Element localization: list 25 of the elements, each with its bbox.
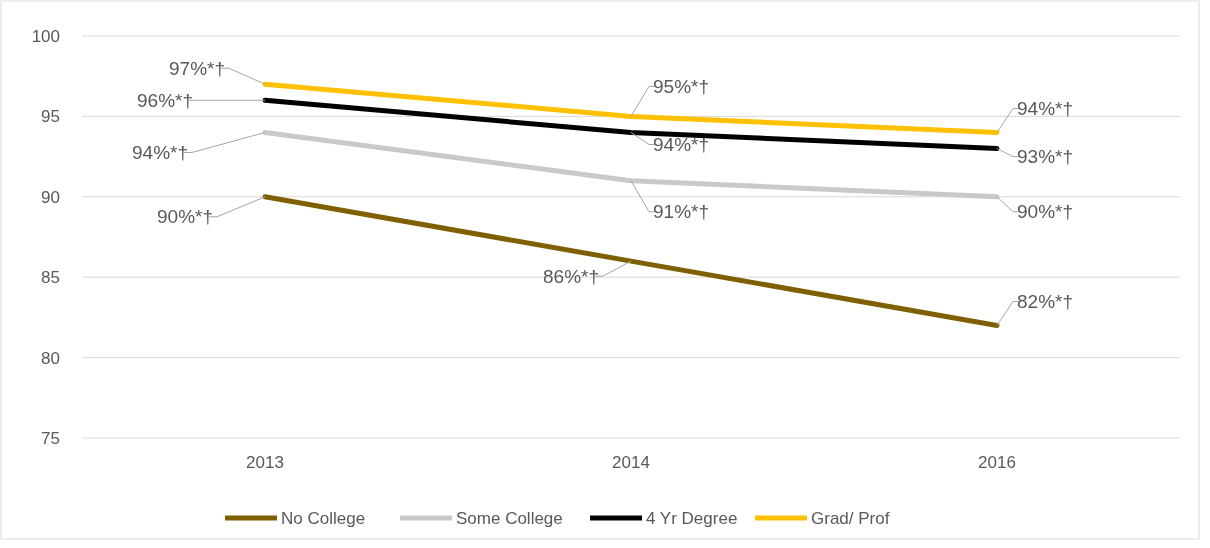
data-label: 94%*† xyxy=(132,142,188,164)
legend-label: No College xyxy=(281,508,366,528)
data-label: 93%*† xyxy=(1017,146,1073,168)
data-label: 96%*† xyxy=(137,89,193,111)
y-tick-label: 75 xyxy=(41,428,60,448)
data-label: 86%*† xyxy=(543,265,599,287)
data-label: 97%*† xyxy=(169,57,225,79)
legend-label: Some College xyxy=(456,508,563,528)
x-tick-label: 2016 xyxy=(978,453,1016,472)
data-label: 94%*† xyxy=(653,134,709,156)
y-tick-label: 80 xyxy=(41,348,60,368)
data-label: 82%*† xyxy=(1017,291,1073,313)
y-tick-label: 100 xyxy=(31,26,60,46)
y-tick-label: 90 xyxy=(41,187,60,207)
legend-label: 4 Yr Degree xyxy=(646,508,738,528)
x-tick-label: 2014 xyxy=(612,453,650,472)
data-label: 90%*† xyxy=(1017,201,1073,223)
legend-label: Grad/ Prof xyxy=(811,508,890,528)
y-tick-label: 95 xyxy=(41,107,60,127)
data-label: 95%*† xyxy=(653,76,709,98)
x-tick-label: 2013 xyxy=(246,453,284,472)
y-tick-label: 85 xyxy=(41,268,60,288)
data-label: 90%*† xyxy=(157,206,213,228)
data-label: 91%*† xyxy=(653,201,709,223)
data-label: 94%*† xyxy=(1017,98,1073,120)
